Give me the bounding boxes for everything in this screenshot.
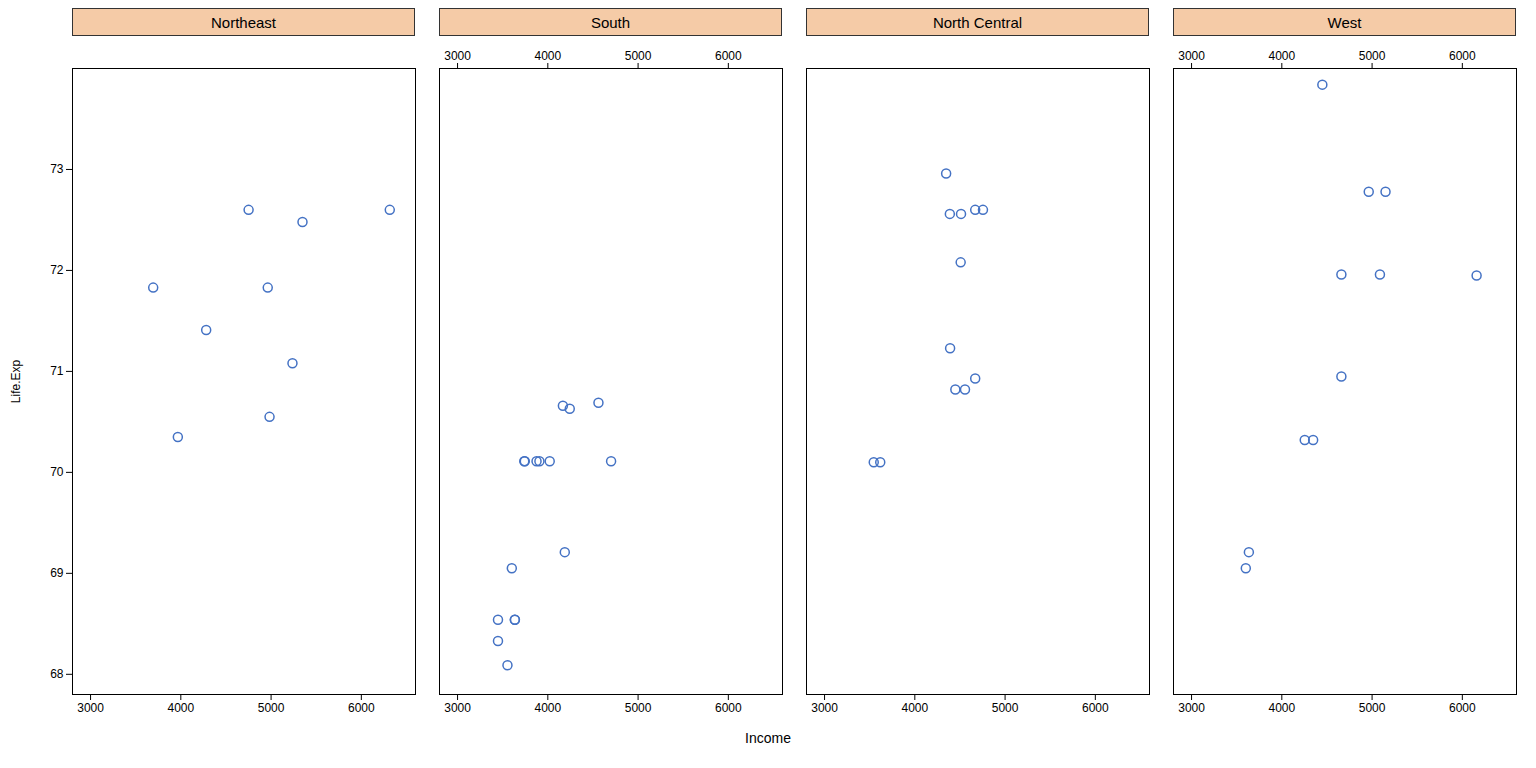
svg-text:6000: 6000 — [715, 49, 742, 63]
svg-text:6000: 6000 — [1449, 49, 1476, 63]
svg-text:5000: 5000 — [625, 49, 652, 63]
svg-text:72: 72 — [50, 263, 64, 277]
svg-text:5000: 5000 — [992, 701, 1019, 715]
svg-text:6000: 6000 — [348, 701, 375, 715]
svg-text:6000: 6000 — [715, 701, 742, 715]
svg-text:73: 73 — [50, 162, 64, 176]
svg-text:5000: 5000 — [1359, 701, 1386, 715]
svg-text:6000: 6000 — [1082, 701, 1109, 715]
svg-text:3000: 3000 — [1178, 701, 1205, 715]
svg-text:3000: 3000 — [444, 701, 471, 715]
svg-text:5000: 5000 — [625, 701, 652, 715]
html-text:West: West — [1327, 14, 1362, 31]
svg-text:3000: 3000 — [1178, 49, 1205, 63]
svg-text:69: 69 — [50, 566, 64, 580]
svg-text:68: 68 — [50, 667, 64, 681]
svg-text:4000: 4000 — [1268, 701, 1295, 715]
svg-text:71: 71 — [50, 364, 64, 378]
svg-text:4000: 4000 — [534, 49, 561, 63]
html-text:Income: Income — [745, 730, 791, 746]
svg-text:5000: 5000 — [258, 701, 285, 715]
svg-text:4000: 4000 — [901, 701, 928, 715]
svg-text:5000: 5000 — [1359, 49, 1386, 63]
html-text:Northeast: Northeast — [211, 14, 276, 31]
html-text:South: South — [590, 14, 631, 31]
svg-text:3000: 3000 — [444, 49, 471, 63]
html-text:North Central: North Central — [932, 14, 1023, 31]
svg-text:6000: 6000 — [1449, 701, 1476, 715]
svg-text:3000: 3000 — [811, 701, 838, 715]
svg-text:4000: 4000 — [167, 701, 194, 715]
svg-text:4000: 4000 — [1268, 49, 1295, 63]
svg-text:4000: 4000 — [534, 701, 561, 715]
svg-text:70: 70 — [50, 465, 64, 479]
svg-text:3000: 3000 — [77, 701, 104, 715]
svg-text:Life.Exp: Life.Exp — [9, 359, 23, 403]
